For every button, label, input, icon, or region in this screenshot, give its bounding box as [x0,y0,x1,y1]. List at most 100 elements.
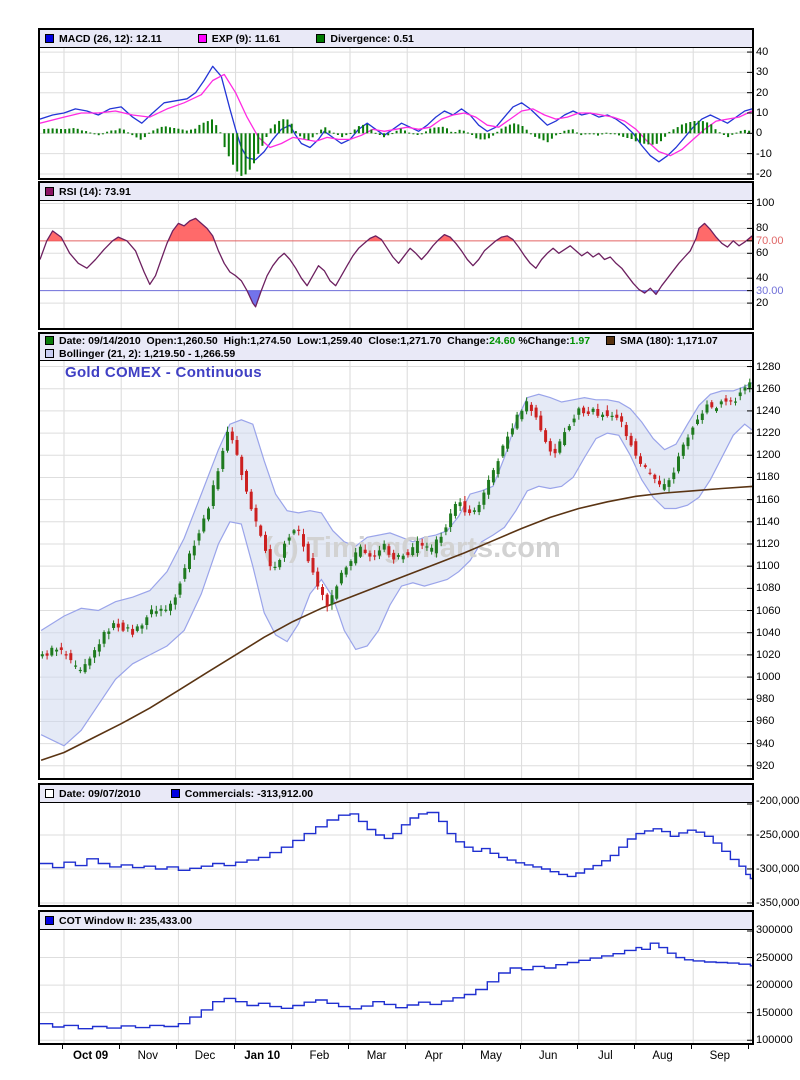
cot-panel: COT Window II: 235,433.00 [38,910,754,1045]
y-tick-label: 1100 [756,560,780,573]
x-axis-label: May [480,1050,502,1062]
cot-swatch [45,916,54,925]
x-tick-mark [233,1045,235,1049]
exp-swatch [197,34,207,43]
rsi-legend-label: RSI (14): 73.91 [59,185,131,198]
y-tick-label: 1280 [756,360,781,373]
y-tick-label: -250,000.00 [756,828,800,841]
commercials-legend: Date: 09/07/2010 Commercials: -313,912.0… [40,785,752,803]
y-tick-label: 100 [756,197,775,210]
y-tick-label: 0 [756,127,763,140]
y-tick-label: 1180 [756,471,780,484]
y-tick-label: 20 [756,86,769,99]
sma-legend-label: SMA (180): 1,171.07 [620,334,718,347]
cot-y-axis: 300000 250000 200000 150000 100000 [756,922,800,1051]
price-legend-line1: Date: 09/14/2010 Open:1,260.50 High:1,27… [45,334,747,347]
x-axis-label: Nov [137,1050,159,1062]
x-tick-mark [119,1045,121,1049]
rsi-legend: RSI (14): 73.91 [40,183,752,201]
rsi-swatch [45,187,54,196]
x-tick-mark [62,1045,63,1049]
rsi-plot [40,201,752,328]
cot-legend: COT Window II: 235,433.00 [40,912,752,930]
y-tick-label: 60 [756,247,769,260]
y-tick-label: 1120 [756,537,780,550]
y-tick-label: -200,000.00 [756,795,800,807]
change-label: Change: [447,334,490,347]
y-tick-label: 1080 [756,582,781,595]
cot-plot [40,930,752,1043]
divergence-legend-label: Divergence: 0.51 [330,32,414,45]
y-tick-label: 150000 [756,1006,793,1019]
price-y-axis: 1280 1260 1240 1220 1200 1180 1160 1140 1120 1100… [756,353,800,786]
change-value: 24.60 [489,334,516,347]
x-axis-label: Dec [194,1050,216,1062]
x-tick-mark [576,1045,578,1049]
pct-change-label: %Change: [515,334,570,347]
y-tick-label: 1040 [756,626,781,639]
y-tick-label: 20 [756,297,769,310]
macd-panel: MACD (26, 12): 12.11 EXP (9): 11.61 Dive… [38,28,754,180]
x-axis-label: Jun [538,1050,558,1062]
divergence-swatch [316,34,326,43]
date-swatch-commercials [45,789,54,798]
x-tick-mark [462,1045,464,1049]
y-tick-label: 960 [756,715,775,728]
price-plot: (c) TimingCharts.com [40,361,752,778]
sma-swatch [606,336,616,345]
pct-change-value: 1.97 [569,334,591,347]
y-tick-label: -10 [756,147,772,160]
y-tick-label: -350,000.00 [756,896,800,909]
macd-y-axis: 40 30 20 10 0 -10 -20 [756,40,800,186]
x-tick-mark [290,1045,292,1049]
y-tick-label: 30.00 [756,284,784,297]
price-legend-line2: Bollinger (21, 2): 1,219.50 - 1,266.59 [45,347,747,360]
y-tick-label: 100000 [756,1034,793,1047]
bollinger-swatch [45,349,54,358]
y-tick-label: 1060 [756,604,781,617]
y-tick-label: 1240 [756,404,781,417]
y-tick-label: 1140 [756,515,780,528]
y-tick-label: 10 [756,107,769,119]
y-tick-label: 80 [756,222,769,235]
x-axis-label: Jan 10 [244,1050,281,1062]
y-tick-label: -300,000.00 [756,862,800,875]
x-axis-label: Mar [366,1050,387,1062]
exp-legend-label: EXP (9): 11.61 [211,32,281,45]
commercials-date-label: Date: 09/07/2010 [59,787,141,800]
macd-legend-label: MACD (26, 12): 12.11 [59,32,162,45]
macd-legend: MACD (26, 12): 12.11 EXP (9): 11.61 Dive… [40,30,752,48]
y-tick-label: 1220 [756,427,781,440]
commercials-value-label: Commercials: -313,912.00 [184,787,314,800]
x-tick-mark [348,1045,349,1049]
x-axis-label: Oct 09 [73,1050,109,1062]
rsi-panel: RSI (14): 73.91 [38,181,754,330]
y-tick-label: 30 [756,66,769,79]
y-tick-label: 40 [756,46,769,59]
x-tick-mark [748,1045,750,1049]
y-tick-label: 980 [756,693,775,706]
y-tick-label: 200000 [756,979,793,992]
y-tick-label: 1020 [756,648,781,661]
x-tick-mark [519,1045,521,1049]
x-axis-label: Aug [652,1050,673,1062]
x-axis-label: Feb [309,1050,330,1062]
y-tick-label: 1200 [756,449,781,462]
y-tick-label: 940 [756,737,775,750]
macd-swatch [45,34,54,43]
macd-plot [40,48,752,178]
ohlc-label: Date: 09/14/2010 Open:1,260.50 High:1,27… [59,334,448,347]
x-tick-mark [691,1045,693,1049]
y-tick-label: 1160 [756,493,780,506]
x-axis-label: Apr [424,1050,443,1062]
chart-title: Gold COMEX - Continuous [65,364,262,381]
x-tick-mark [176,1045,178,1049]
x-axis-label: Sep [709,1050,731,1062]
y-tick-label: 250000 [756,951,793,964]
bollinger-legend-label: Bollinger (21, 2): 1,219.50 - 1,266.59 [59,347,236,360]
commercials-swatch [170,789,180,798]
y-tick-label: -20 [756,167,772,180]
commercials-panel: Date: 09/07/2010 Commercials: -313,912.0… [38,783,754,907]
y-tick-label: 1260 [756,382,781,395]
